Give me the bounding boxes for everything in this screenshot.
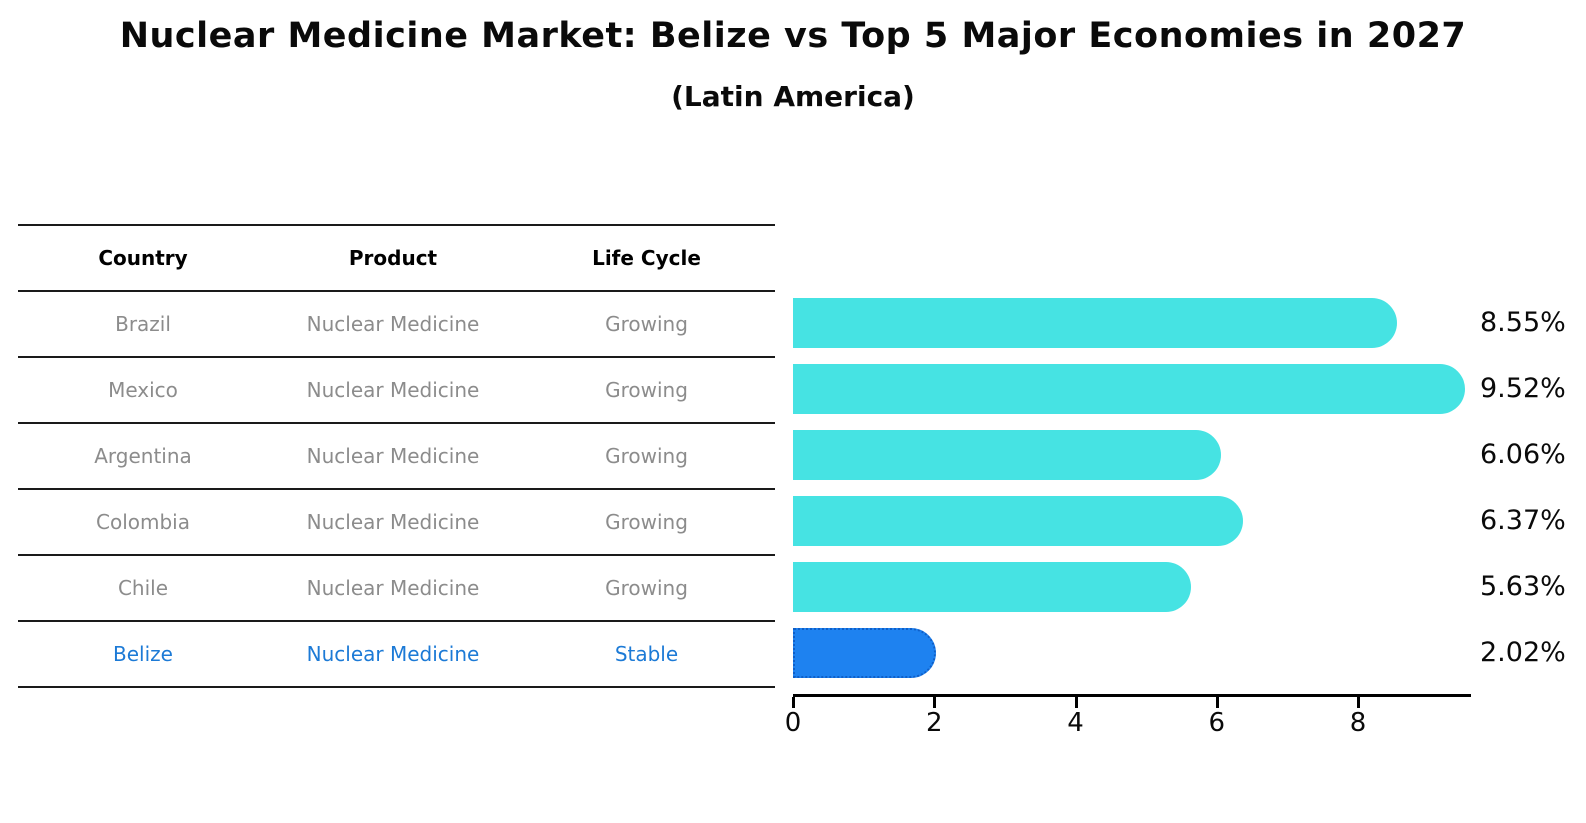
- bar-chile: [793, 562, 1191, 612]
- table-cell-life-cycle: Growing: [605, 576, 688, 600]
- table-cell-product: Nuclear Medicine: [306, 576, 480, 600]
- table-cell-country: Brazil: [115, 312, 171, 336]
- bar-brazil: [793, 298, 1397, 348]
- bar-slot: [793, 554, 1471, 620]
- table-row: Brazil Nuclear Medicine Growing: [18, 292, 775, 358]
- table-header-row: Country Product Life Cycle: [18, 226, 775, 292]
- country-table: Country Product Life Cycle Brazil Nuclear…: [18, 224, 775, 688]
- table-cell-life-cycle: Growing: [605, 312, 688, 336]
- x-tick-label: 6: [1208, 708, 1226, 738]
- table-body: Brazil Nuclear Medicine Growing Mexico Nucle…: [18, 292, 775, 688]
- bar-slot: [793, 290, 1471, 356]
- table-cell-product: Nuclear Medicine: [306, 510, 480, 534]
- table-row: Mexico Nuclear Medicine Growing: [18, 358, 775, 424]
- table-cell-country: Chile: [117, 576, 169, 600]
- bar-slot: [793, 620, 1471, 686]
- value-label-argentina: 6.06%: [1480, 439, 1566, 470]
- table-cell-product: Nuclear Medicine: [306, 642, 480, 666]
- table-cell-life-cycle: Growing: [605, 444, 688, 468]
- table-row: Belize Nuclear Medicine Stable: [18, 622, 775, 688]
- value-label-colombia: 6.37%: [1480, 505, 1566, 536]
- table-cell-country: Colombia: [96, 510, 190, 534]
- bar-mexico: [793, 364, 1466, 414]
- table-row: Chile Nuclear Medicine Growing: [18, 556, 775, 622]
- bar-value-labels: 8.55% 9.52% 6.06% 6.37% 5.63% 2.02%: [1480, 290, 1580, 686]
- table-cell-country: Belize: [113, 642, 173, 666]
- bar-plot-area: [793, 290, 1471, 686]
- table-cell-life-cycle: Growing: [605, 378, 688, 402]
- x-tick-mark: [933, 697, 937, 708]
- table-cell-country: Argentina: [94, 444, 192, 468]
- bar-slot: [793, 356, 1471, 422]
- value-label-brazil: 8.55%: [1480, 307, 1566, 338]
- x-axis-line: [793, 694, 1471, 697]
- table-cell-life-cycle: Growing: [605, 510, 688, 534]
- table-cell-life-cycle: Stable: [614, 642, 679, 666]
- bar-argentina: [793, 430, 1221, 480]
- x-tick-mark: [1357, 697, 1360, 708]
- table-row: Colombia Nuclear Medicine Growing: [18, 490, 775, 556]
- value-label-chile: 5.63%: [1480, 571, 1566, 602]
- table-cell-product: Nuclear Medicine: [306, 312, 480, 336]
- x-tick-label: 4: [1067, 708, 1084, 738]
- table-cell-country: Mexico: [108, 378, 178, 402]
- chart-title: Nuclear Medicine Market: Belize vs Top 5…: [119, 16, 1467, 56]
- x-tick-label: 8: [1349, 708, 1367, 738]
- column-header-country: Country: [98, 246, 188, 270]
- chart-subtitle: (Latin America): [671, 80, 915, 113]
- x-tick-mark: [1215, 697, 1219, 708]
- bar-slot: [793, 422, 1471, 488]
- x-tick-mark: [792, 697, 795, 708]
- value-label-belize: 2.02%: [1480, 637, 1566, 668]
- table-cell-product: Nuclear Medicine: [306, 378, 480, 402]
- bar-belize: [793, 628, 936, 678]
- bar-slot: [793, 488, 1471, 554]
- bar-colombia: [793, 496, 1243, 546]
- x-tick-mark: [1074, 697, 1078, 708]
- table-row: Argentina Nuclear Medicine Growing: [18, 424, 775, 490]
- x-tick-label: 2: [925, 708, 943, 738]
- x-tick-label: 0: [784, 708, 802, 738]
- value-label-mexico: 9.52%: [1480, 373, 1566, 404]
- column-header-product: Product: [348, 246, 438, 270]
- table-cell-product: Nuclear Medicine: [306, 444, 480, 468]
- column-header-life-cycle: Life Cycle: [592, 246, 701, 270]
